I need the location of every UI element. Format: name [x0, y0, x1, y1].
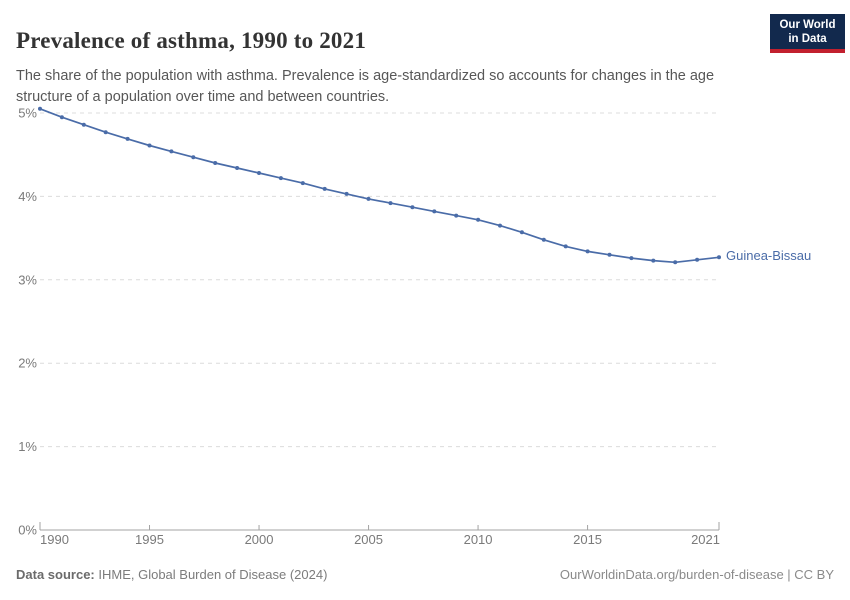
data-point[interactable] — [388, 201, 393, 206]
x-tick-label: 1995 — [135, 532, 164, 547]
data-point[interactable] — [344, 191, 349, 196]
data-point[interactable] — [673, 260, 678, 265]
data-point[interactable] — [169, 149, 174, 154]
owid-logo[interactable]: Our World in Data — [770, 14, 845, 53]
data-point[interactable] — [695, 257, 700, 262]
credit-link[interactable]: OurWorldinData.org/burden-of-disease | C… — [559, 567, 834, 582]
y-tick-label: 0% — [18, 523, 37, 538]
x-tick-label: 2000 — [245, 532, 274, 547]
page-title: Prevalence of asthma, 1990 to 2021 — [16, 28, 367, 54]
y-tick-label: 2% — [18, 356, 37, 371]
data-point[interactable] — [585, 249, 590, 254]
data-point[interactable] — [257, 171, 261, 175]
data-source-label: Data source: — [16, 567, 95, 582]
y-tick-label: 4% — [18, 189, 37, 204]
data-point[interactable] — [103, 130, 108, 135]
data-point[interactable] — [410, 205, 415, 210]
data-point[interactable] — [125, 136, 130, 141]
data-point[interactable] — [541, 237, 546, 242]
x-tick-label: 1990 — [40, 532, 69, 547]
chart-subtitle: The share of the population with asthma.… — [16, 67, 715, 105]
data-point[interactable] — [717, 255, 721, 260]
y-tick-label: 3% — [18, 272, 37, 287]
data-point[interactable] — [498, 223, 502, 228]
y-tick-label: 5% — [18, 106, 37, 121]
x-tick-label: 2015 — [573, 532, 602, 547]
x-tick-label: 2005 — [354, 532, 383, 547]
series-line[interactable] — [39, 107, 720, 264]
x-tick-label: 2021 — [691, 532, 720, 547]
data-point[interactable] — [213, 161, 218, 165]
data-point[interactable] — [322, 186, 327, 191]
data-point[interactable] — [432, 209, 437, 214]
x-tick-label: 2010 — [464, 532, 493, 547]
data-point[interactable] — [454, 213, 459, 218]
data-point[interactable] — [366, 196, 371, 201]
data-point[interactable] — [59, 115, 64, 120]
data-point[interactable] — [81, 122, 86, 127]
data-point[interactable] — [147, 143, 152, 148]
data-point[interactable] — [476, 217, 481, 222]
data-point[interactable] — [651, 258, 656, 263]
data-point[interactable] — [519, 230, 524, 235]
owid-logo-line1: Our World — [779, 19, 836, 31]
data-point[interactable] — [235, 166, 240, 170]
data-point[interactable] — [38, 106, 42, 111]
data-point[interactable] — [607, 252, 612, 257]
y-tick-label: 1% — [18, 439, 37, 454]
data-source-text: IHME, Global Burden of Disease (2024) — [94, 567, 328, 582]
chart-footer: Data source: IHME, Global Burden of Dise… — [16, 567, 834, 582]
data-point[interactable] — [563, 244, 568, 249]
owid-logo-line2: in Data — [788, 33, 827, 45]
data-point[interactable] — [629, 256, 634, 261]
data-source-note: Data source: IHME, Global Burden of Dise… — [16, 567, 327, 582]
data-point[interactable] — [191, 155, 196, 160]
series-label-guinea-bissau[interactable]: Guinea-Bissau — [726, 248, 812, 264]
data-point[interactable] — [300, 181, 305, 186]
data-point[interactable] — [278, 176, 283, 181]
